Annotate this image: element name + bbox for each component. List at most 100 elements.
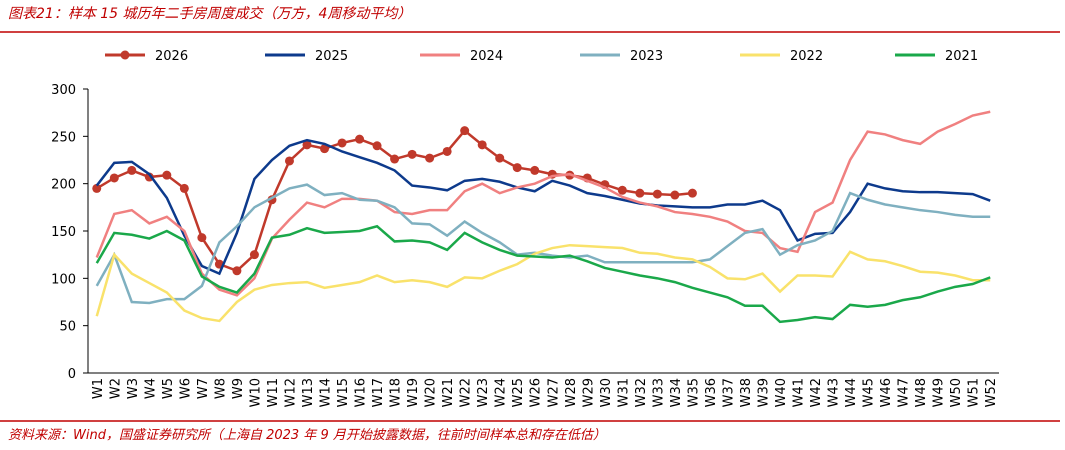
x-tick-label: W26: [529, 378, 544, 407]
series-marker: [162, 170, 172, 180]
x-tick-label: W38: [739, 378, 754, 407]
series-marker: [390, 154, 400, 164]
series-marker: [530, 165, 540, 175]
x-tick-label: W25: [511, 378, 526, 407]
y-tick-label: 50: [59, 320, 76, 335]
x-tick-label: W28: [564, 378, 579, 407]
x-tick-label: W9: [231, 378, 246, 399]
series-marker: [232, 266, 242, 276]
series-line: [96, 128, 693, 273]
x-tick-label: W20: [424, 378, 439, 407]
series-marker: [372, 141, 382, 151]
x-tick-label: W42: [809, 378, 824, 407]
chart-title: 图表21：样本 15 城历年二手房周度成交（万方，4周移动平均）: [8, 6, 411, 22]
series-marker: [407, 149, 417, 159]
y-tick-label: 250: [51, 130, 76, 145]
series-marker: [460, 126, 470, 136]
x-tick-label: W49: [932, 378, 947, 407]
x-tick-label: W12: [283, 378, 298, 407]
series-marker: [652, 189, 662, 199]
x-tick-label: W10: [248, 378, 263, 407]
series-marker: [249, 250, 259, 260]
series-marker: [197, 233, 207, 243]
series-marker: [320, 144, 330, 154]
series-marker: [617, 185, 627, 195]
legend-marker: [120, 50, 130, 60]
x-tick-label: W50: [949, 378, 964, 407]
y-tick-label: 100: [51, 272, 76, 287]
y-tick-label: 200: [51, 178, 76, 193]
legend-label: 2021: [945, 49, 978, 64]
series-marker: [302, 140, 312, 150]
x-tick-label: W13: [301, 378, 316, 407]
x-tick-label: W6: [178, 378, 193, 399]
x-tick-label: W35: [686, 378, 701, 407]
x-tick-label: W43: [827, 378, 842, 407]
x-tick-label: W2: [108, 378, 123, 399]
series-marker: [670, 190, 680, 200]
series-marker: [635, 188, 645, 198]
x-tick-label: W36: [704, 378, 719, 407]
x-tick-label: W23: [476, 378, 491, 407]
series-marker: [477, 140, 487, 150]
legend-label: 2024: [470, 49, 503, 64]
series-marker: [355, 134, 365, 144]
series-line: [95, 110, 991, 297]
source-note: 资料来源：Wind，国盛证券研究所（上海自 2023 年 9 月开始披露数据，往…: [8, 427, 606, 443]
x-tick-label: W24: [494, 378, 509, 407]
legend-label: 2023: [630, 49, 663, 64]
x-tick-label: W22: [459, 378, 474, 407]
x-tick-label: W48: [914, 378, 929, 407]
x-tick-label: W44: [844, 378, 859, 407]
x-tick-label: W51: [967, 378, 982, 407]
x-tick-label: W52: [984, 378, 999, 407]
y-tick-label: 300: [51, 83, 76, 98]
series-marker: [109, 173, 119, 183]
series-marker: [425, 153, 435, 163]
x-tick-label: W7: [196, 378, 211, 399]
x-tick-label: W39: [756, 378, 771, 407]
series-marker: [337, 138, 347, 148]
x-tick-label: W18: [389, 378, 404, 407]
x-tick-label: W46: [879, 378, 894, 407]
x-tick-label: W3: [126, 378, 141, 399]
y-tick-label: 150: [51, 225, 76, 240]
series-marker: [687, 188, 697, 198]
x-tick-label: W14: [319, 378, 334, 407]
x-tick-label: W17: [371, 378, 386, 407]
x-tick-label: W5: [161, 378, 176, 399]
series-line: [95, 224, 991, 324]
series-marker: [495, 153, 505, 163]
x-tick-label: W4: [143, 378, 158, 399]
series-marker: [92, 183, 102, 193]
x-tick-label: W29: [581, 378, 596, 407]
x-tick-label: W27: [546, 378, 561, 407]
x-tick-label: W45: [862, 378, 877, 407]
x-tick-label: W11: [266, 378, 281, 407]
x-tick-label: W8: [213, 378, 228, 399]
x-tick-label: W19: [406, 378, 421, 407]
x-tick-label: W33: [651, 378, 666, 407]
x-tick-label: W34: [669, 378, 684, 407]
x-tick-label: W21: [441, 378, 456, 407]
series-line: [95, 138, 991, 276]
legend-label: 2022: [790, 49, 823, 64]
x-tick-label: W1: [91, 378, 106, 399]
x-tick-label: W41: [792, 378, 807, 407]
series-marker: [442, 146, 452, 156]
x-tick-label: W40: [774, 378, 789, 407]
x-tick-label: W32: [634, 378, 649, 407]
series-line: [95, 243, 991, 323]
x-tick-label: W30: [599, 378, 614, 407]
x-tick-label: W37: [721, 378, 736, 407]
legend-label: 2025: [315, 49, 348, 64]
series-marker: [179, 183, 189, 193]
x-tick-label: W31: [616, 378, 631, 407]
x-tick-label: W16: [354, 378, 369, 407]
x-tick-label: W15: [336, 378, 351, 407]
legend-label: 2026: [155, 49, 188, 64]
y-tick-label: 0: [68, 367, 76, 382]
series-marker: [127, 165, 137, 175]
series-marker: [512, 163, 522, 173]
